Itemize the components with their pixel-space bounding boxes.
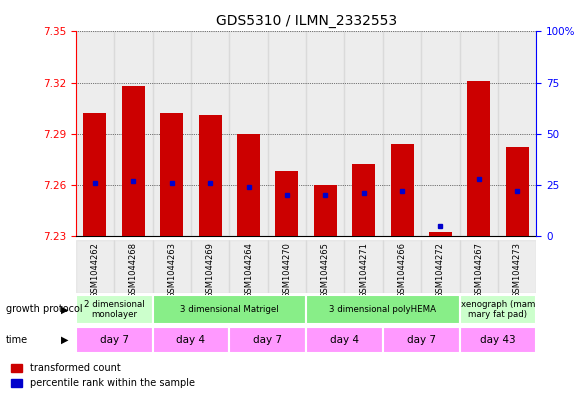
- Text: GSM1044269: GSM1044269: [206, 242, 215, 298]
- Text: day 43: day 43: [480, 335, 516, 345]
- Text: GSM1044273: GSM1044273: [512, 242, 522, 298]
- Bar: [391, 144, 413, 236]
- Bar: [314, 185, 337, 236]
- Bar: [345, 31, 383, 236]
- Bar: [459, 240, 498, 293]
- Legend: transformed count, percentile rank within the sample: transformed count, percentile rank withi…: [10, 363, 195, 388]
- Text: GSM1044267: GSM1044267: [475, 242, 483, 298]
- Bar: [345, 240, 383, 293]
- Text: 3 dimensional polyHEMA: 3 dimensional polyHEMA: [329, 305, 436, 314]
- Title: GDS5310 / ILMN_2332553: GDS5310 / ILMN_2332553: [216, 14, 396, 28]
- Bar: [76, 240, 114, 293]
- Bar: [459, 296, 536, 324]
- Text: 3 dimensional Matrigel: 3 dimensional Matrigel: [180, 305, 279, 314]
- Bar: [383, 240, 421, 293]
- Text: time: time: [6, 335, 28, 345]
- Bar: [275, 171, 298, 236]
- Bar: [199, 115, 222, 236]
- Bar: [498, 240, 536, 293]
- Bar: [76, 327, 153, 353]
- Bar: [229, 31, 268, 236]
- Text: day 4: day 4: [177, 335, 205, 345]
- Bar: [306, 240, 345, 293]
- Bar: [505, 147, 529, 236]
- Bar: [429, 232, 452, 236]
- Bar: [421, 240, 459, 293]
- Bar: [191, 240, 229, 293]
- Bar: [421, 31, 459, 236]
- Bar: [229, 240, 268, 293]
- Bar: [306, 327, 383, 353]
- Bar: [160, 113, 183, 236]
- Bar: [268, 240, 306, 293]
- Text: ▶: ▶: [61, 304, 69, 314]
- Bar: [76, 296, 153, 324]
- Text: xenograph (mam
mary fat pad): xenograph (mam mary fat pad): [461, 300, 535, 319]
- Text: day 7: day 7: [100, 335, 129, 345]
- Text: GSM1044272: GSM1044272: [436, 242, 445, 298]
- Bar: [383, 31, 421, 236]
- Bar: [114, 31, 153, 236]
- Bar: [306, 31, 345, 236]
- Bar: [459, 31, 498, 236]
- Text: GSM1044266: GSM1044266: [398, 242, 406, 298]
- Text: 2 dimensional
monolayer: 2 dimensional monolayer: [84, 300, 145, 319]
- Bar: [153, 296, 306, 324]
- Text: GSM1044268: GSM1044268: [129, 242, 138, 298]
- Bar: [459, 327, 536, 353]
- Bar: [268, 31, 306, 236]
- Text: ▶: ▶: [61, 335, 69, 345]
- Bar: [153, 31, 191, 236]
- Bar: [498, 31, 536, 236]
- Bar: [122, 86, 145, 236]
- Bar: [153, 240, 191, 293]
- Bar: [467, 81, 490, 236]
- Text: day 4: day 4: [330, 335, 359, 345]
- Bar: [383, 327, 459, 353]
- Bar: [306, 296, 459, 324]
- Text: day 7: day 7: [253, 335, 282, 345]
- Bar: [83, 113, 107, 236]
- Bar: [229, 327, 306, 353]
- Text: GSM1044271: GSM1044271: [359, 242, 368, 298]
- Bar: [76, 31, 114, 236]
- Bar: [352, 164, 375, 236]
- Text: day 7: day 7: [407, 335, 436, 345]
- Bar: [153, 327, 229, 353]
- Text: GSM1044264: GSM1044264: [244, 242, 253, 298]
- Text: GSM1044270: GSM1044270: [282, 242, 292, 298]
- Text: GSM1044263: GSM1044263: [167, 242, 176, 298]
- Text: GSM1044262: GSM1044262: [90, 242, 100, 298]
- Text: growth protocol: growth protocol: [6, 304, 82, 314]
- Bar: [114, 240, 153, 293]
- Bar: [191, 31, 229, 236]
- Text: GSM1044265: GSM1044265: [321, 242, 330, 298]
- Bar: [237, 134, 260, 236]
